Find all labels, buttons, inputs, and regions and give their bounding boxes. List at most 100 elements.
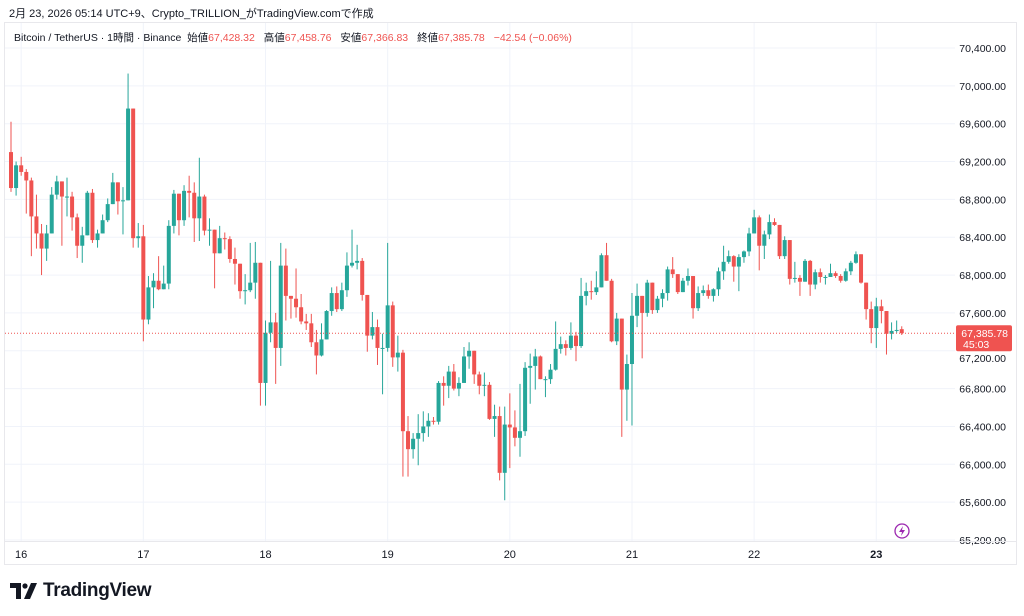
candle-body[interactable] (197, 196, 202, 219)
candle-body[interactable] (813, 272, 818, 285)
symbol-title[interactable]: Bitcoin / TetherUS · 1時間 · Binance (14, 32, 182, 44)
candle-body[interactable] (884, 311, 889, 334)
candle-body[interactable] (604, 255, 609, 281)
candle-body[interactable] (792, 277, 797, 279)
candle-body[interactable] (238, 263, 243, 292)
candle-body[interactable] (563, 344, 568, 348)
candle-body[interactable] (370, 327, 375, 336)
candle-body[interactable] (146, 287, 151, 320)
candle-body[interactable] (39, 233, 44, 249)
candle-body[interactable] (462, 356, 467, 383)
candle-body[interactable] (472, 350, 477, 375)
candle-body[interactable] (161, 283, 166, 290)
candle-body[interactable] (843, 271, 848, 281)
candle-body[interactable] (833, 273, 838, 277)
candle-body[interactable] (680, 280, 685, 293)
candle-body[interactable] (660, 293, 665, 299)
candle-body[interactable] (360, 260, 365, 295)
candle-body[interactable] (390, 305, 395, 358)
candle-body[interactable] (365, 294, 370, 336)
lightning-icon[interactable] (894, 523, 910, 539)
candle-body[interactable] (344, 265, 349, 291)
candle-body[interactable] (665, 269, 670, 294)
candle-body[interactable] (767, 222, 772, 235)
candle-body[interactable] (599, 255, 604, 288)
candle-body[interactable] (49, 194, 54, 234)
candle-body[interactable] (670, 269, 675, 275)
candle-body[interactable] (273, 322, 278, 348)
candle-body[interactable] (212, 229, 217, 254)
candle-body[interactable] (772, 222, 777, 225)
candle-body[interactable] (894, 329, 899, 331)
candle-body[interactable] (573, 335, 578, 347)
candle-body[interactable] (741, 251, 746, 258)
candle-body[interactable] (176, 193, 181, 221)
candle-body[interactable] (711, 289, 716, 296)
candle-body[interactable] (59, 181, 64, 197)
candle-body[interactable] (579, 295, 584, 347)
candle-body[interactable] (558, 344, 563, 349)
candle-body[interactable] (19, 165, 24, 172)
candle-body[interactable] (482, 384, 487, 386)
candle-body[interactable] (645, 282, 650, 313)
candle-body[interactable] (263, 332, 268, 383)
candle-body[interactable] (675, 274, 680, 293)
candle-body[interactable] (640, 295, 645, 313)
candle-body[interactable] (889, 330, 894, 334)
candle-body[interactable] (848, 262, 853, 272)
candle-body[interactable] (421, 426, 426, 434)
candle-body[interactable] (706, 290, 711, 296)
candle-body[interactable] (456, 382, 461, 389)
candle-body[interactable] (487, 384, 492, 419)
candle-body[interactable] (54, 181, 59, 195)
candle-body[interactable] (797, 277, 802, 282)
candle-body[interactable] (14, 165, 19, 189)
candle-body[interactable] (105, 204, 110, 221)
candle-body[interactable] (426, 420, 431, 427)
candle-body[interactable] (619, 318, 624, 390)
candle-body[interactable] (451, 371, 456, 389)
candle-body[interactable] (314, 342, 319, 356)
candle-body[interactable] (85, 192, 90, 236)
candle-body[interactable] (115, 182, 120, 202)
candle-body[interactable] (288, 295, 293, 299)
candle-body[interactable] (355, 260, 360, 263)
candle-body[interactable] (395, 352, 400, 358)
candle-body[interactable] (294, 298, 299, 308)
candle-body[interactable] (803, 260, 808, 282)
candle-body[interactable] (864, 282, 869, 310)
candle-body[interactable] (777, 224, 782, 257)
candle-body[interactable] (726, 256, 731, 262)
candle-body[interactable] (268, 322, 273, 333)
candle-body[interactable] (879, 306, 884, 312)
candle-body[interactable] (512, 427, 517, 438)
candle-body[interactable] (731, 256, 736, 267)
candle-body[interactable] (90, 192, 95, 241)
candle-body[interactable] (120, 200, 125, 202)
candle-body[interactable] (853, 254, 858, 263)
candle-body[interactable] (584, 291, 589, 296)
candle-body[interactable] (497, 416, 502, 473)
candle-body[interactable] (207, 229, 212, 231)
candle-body[interactable] (182, 190, 187, 221)
candle-body[interactable] (350, 262, 355, 266)
candle-body[interactable] (339, 290, 344, 310)
candle-body[interactable] (650, 282, 655, 311)
candle-body[interactable] (859, 254, 864, 283)
candle-body[interactable] (752, 217, 757, 234)
candle-body[interactable] (232, 258, 237, 264)
candle-body[interactable] (528, 365, 533, 368)
candle-body[interactable] (324, 311, 329, 340)
candle-body[interactable] (202, 196, 207, 231)
candle-body[interactable] (171, 193, 176, 226)
candle-body[interactable] (29, 180, 34, 217)
candle-body[interactable] (838, 276, 843, 281)
candle-body[interactable] (380, 347, 385, 349)
candle-body[interactable] (299, 307, 304, 322)
tradingview-logo[interactable]: TradingView (10, 580, 152, 602)
candle-body[interactable] (431, 420, 436, 422)
candle-body[interactable] (629, 315, 634, 365)
candle-body[interactable] (635, 295, 640, 316)
candle-body[interactable] (9, 152, 13, 189)
candle-body[interactable] (818, 272, 823, 277)
